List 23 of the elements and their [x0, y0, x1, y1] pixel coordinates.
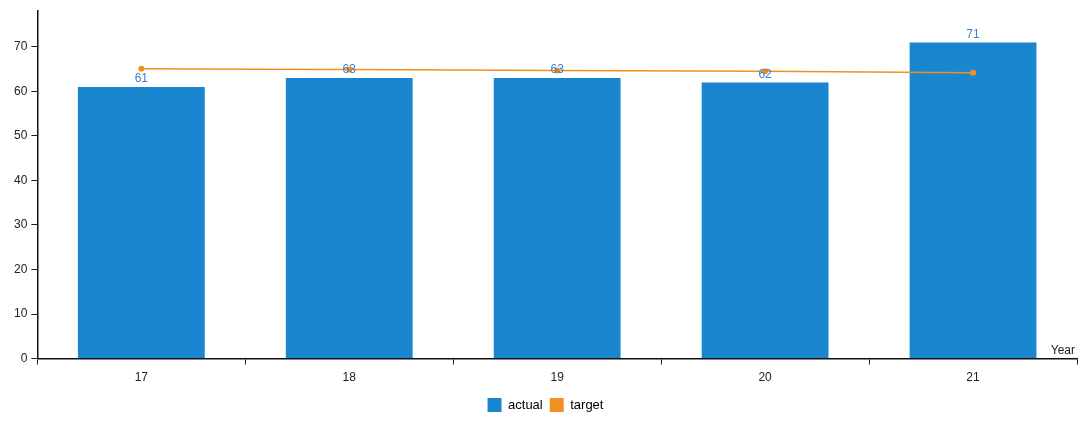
y-tick-label: 30: [13, 217, 28, 232]
x-tick-label: 18: [342, 370, 357, 385]
data-label: 71: [966, 26, 981, 41]
y-tick-label: 0: [20, 350, 28, 365]
x-tick-label: 19: [550, 370, 565, 385]
y-tick-label: 40: [13, 172, 28, 187]
bar: [77, 86, 205, 359]
y-tick-label: 10: [13, 306, 28, 321]
y-tick-label: 20: [13, 261, 28, 276]
legend-label: actual: [508, 396, 543, 412]
bar: [701, 82, 829, 359]
y-tick-label: 70: [13, 39, 28, 54]
x-tick-label: 20: [758, 370, 773, 385]
y-tick-label: 60: [13, 83, 28, 98]
bar: [285, 78, 413, 359]
x-axis-title: Year: [1050, 342, 1075, 357]
legend-label: target: [570, 396, 604, 412]
bar: [493, 78, 621, 359]
x-tick-label: 21: [966, 370, 981, 385]
data-label: 61: [134, 71, 149, 86]
bar: [909, 42, 1037, 359]
y-tick-label: 50: [13, 128, 28, 143]
x-tick-label: 17: [134, 370, 149, 385]
